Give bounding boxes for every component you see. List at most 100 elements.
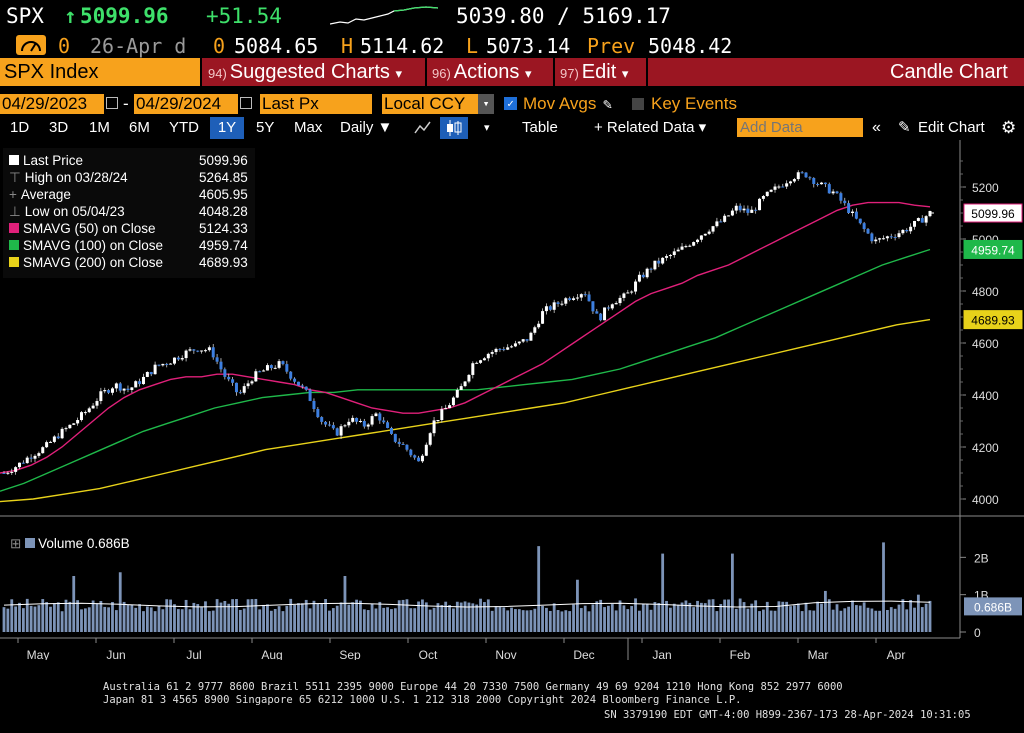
caret-down-icon[interactable]: ▾ — [484, 122, 490, 134]
average-marker-icon: + — [9, 187, 17, 202]
candle-body — [413, 455, 417, 458]
candle-body — [773, 186, 777, 190]
candle-body — [33, 455, 37, 459]
start-date-field[interactable]: 04/29/2023 — [0, 94, 104, 114]
last-price-badge-bg — [963, 203, 1023, 223]
candle-body — [401, 443, 405, 445]
candle-body — [126, 388, 130, 390]
menu-label: Edit — [581, 61, 617, 83]
month-label: May — [27, 648, 50, 660]
candle-body — [897, 233, 901, 238]
period-3d[interactable]: 3D — [49, 119, 69, 136]
related-data-menu[interactable]: + Related Data ▾ — [594, 119, 707, 136]
caret-down-icon[interactable]: ▾ — [478, 94, 494, 114]
volume-bar — [52, 603, 56, 632]
chart-legend: Last Price 5099.96 ⊤ High on 03/28/24 526… — [3, 148, 255, 278]
volume-bar — [734, 608, 738, 632]
volume-bar — [122, 601, 126, 632]
candle-body — [242, 386, 246, 393]
gear-icon[interactable]: ⚙ — [1001, 118, 1017, 137]
pencil-icon[interactable]: ✎ — [898, 119, 911, 136]
volume-bar — [645, 603, 649, 632]
price-field-select[interactable]: Last Px — [260, 94, 372, 114]
volume-bar — [6, 608, 10, 632]
calendar-icon[interactable] — [240, 97, 252, 109]
low-value: 5073.14 — [486, 34, 571, 58]
volume-bar — [262, 604, 265, 632]
candle-body — [149, 371, 153, 375]
candle-body — [238, 392, 242, 394]
volume-bar — [610, 604, 614, 632]
volume-bar — [386, 607, 389, 632]
candle-body — [91, 405, 95, 409]
line-chart-icon[interactable] — [414, 120, 432, 136]
checkbox-checked-icon[interactable]: ✓ — [504, 97, 517, 110]
candle-body — [184, 350, 188, 359]
volume-bar — [792, 605, 796, 632]
period-5y[interactable]: 5Y — [256, 119, 275, 136]
volume-bar — [634, 598, 637, 632]
candle-body — [471, 363, 475, 375]
expand-icon[interactable]: ⊞ — [10, 536, 22, 551]
volume-bar — [572, 604, 575, 632]
edit-chart-button[interactable]: Edit Chart — [918, 119, 985, 136]
volume-bar — [761, 609, 765, 632]
volume-bar — [95, 603, 99, 632]
period-1d[interactable]: 1D — [10, 119, 30, 136]
volume-bar — [548, 610, 552, 632]
volume-bar — [684, 600, 688, 632]
period-1y-active[interactable]: 1Y — [210, 117, 244, 139]
candle-body — [467, 374, 471, 382]
month-label: Oct — [419, 648, 438, 660]
low-marker-icon: ⊥ — [9, 204, 21, 219]
period-6m[interactable]: 6M — [129, 119, 150, 136]
actions-menu[interactable]: 96) Actions ▾ — [432, 58, 531, 86]
collapse-icon[interactable]: « — [872, 119, 881, 136]
candle-body — [389, 427, 393, 434]
candle-chart-button[interactable] — [440, 117, 468, 139]
quote-header: SPX ↑ 5099.96 +51.54 5039.80 / 5169.17 — [0, 0, 1024, 32]
price-chart[interactable]: 52005000480046004400420040002B1B0MayJunJ… — [0, 140, 1024, 660]
calendar-icon[interactable] — [106, 97, 118, 109]
candle-body — [479, 360, 483, 363]
gauge-icon[interactable] — [16, 35, 46, 55]
table-button[interactable]: Table — [522, 119, 558, 136]
checkbox-unchecked-icon[interactable] — [632, 98, 644, 110]
candle-body — [630, 291, 634, 293]
period-ytd[interactable]: YTD — [169, 119, 199, 136]
volume-bar — [758, 611, 761, 632]
pencil-icon[interactable]: ✎ — [603, 95, 613, 113]
month-label: Nov — [495, 648, 516, 660]
key-events-label[interactable]: Key Events — [651, 94, 737, 113]
period-1m[interactable]: 1M — [89, 119, 110, 136]
chart-toolbar: 1D 3D 1M 6M YTD 1Y 5Y Max Daily ▼ ▾ Tabl… — [0, 117, 1024, 139]
candle-body — [21, 462, 25, 464]
add-data-input[interactable] — [737, 118, 863, 137]
currency-select[interactable]: Local CCY — [382, 94, 478, 114]
menu-number: 96) — [432, 66, 451, 81]
volume-bar — [796, 603, 800, 632]
volume-bar — [649, 609, 653, 632]
end-date-field[interactable]: 04/29/2024 — [134, 94, 238, 114]
period-max[interactable]: Max — [294, 119, 323, 136]
volume-bar — [382, 607, 386, 632]
mov-avgs-label[interactable]: Mov Avgs — [523, 94, 597, 113]
frequency-select[interactable]: Daily ▼ — [340, 119, 393, 136]
edit-menu[interactable]: 97) Edit ▾ — [560, 58, 628, 86]
candle-body — [777, 186, 781, 188]
volume-tick-label: 2B — [974, 551, 989, 565]
candle-body — [37, 453, 41, 456]
volume-bar — [324, 599, 327, 632]
candle-body — [839, 193, 843, 201]
volume-bar — [882, 542, 885, 632]
candle-body — [494, 348, 498, 353]
volume-bar — [41, 599, 45, 632]
candle-body — [878, 238, 882, 240]
suggested-charts-menu[interactable]: 94) Suggested Charts ▾ — [208, 58, 402, 86]
volume-bar — [2, 607, 6, 632]
volume-bar — [173, 604, 176, 632]
security-field[interactable]: SPX Index — [0, 58, 200, 86]
volume-bar — [266, 604, 269, 632]
candle-body — [176, 357, 180, 360]
volume-bar — [37, 605, 41, 632]
